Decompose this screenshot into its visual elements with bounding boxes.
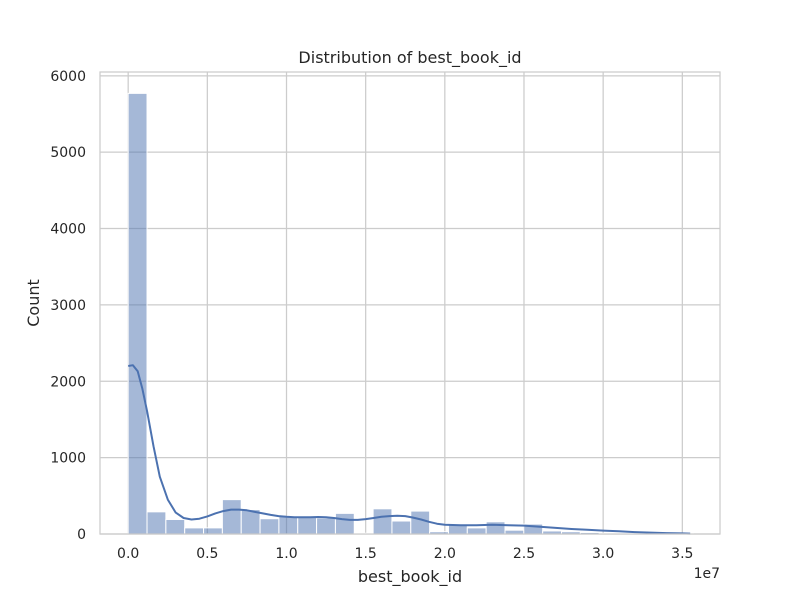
- histogram-bar: [165, 518, 186, 535]
- x-offset-label: 1e7: [694, 566, 720, 582]
- histogram-bar: [372, 508, 393, 535]
- x-tick-labels: 0.0 0.5 1.0 1.5 2.0 2.5 3.0 3.5: [117, 546, 693, 562]
- histogram-bar: [221, 499, 242, 535]
- y-tick-label: 1000: [50, 451, 86, 467]
- histogram-bar: [316, 517, 336, 535]
- histogram-bar: [410, 510, 431, 535]
- histogram-bars: [127, 92, 694, 535]
- x-tick-label: 3.0: [592, 546, 614, 562]
- histogram-bar: [278, 515, 299, 535]
- x-tick-label: 2.5: [513, 546, 535, 562]
- y-tick-label: 2000: [50, 374, 86, 390]
- y-tick-label: 5000: [50, 145, 86, 161]
- histogram-bar: [146, 511, 167, 535]
- x-axis-label: best_book_id: [358, 567, 462, 587]
- y-tick-labels: 0 1000 2000 3000 4000 5000 6000: [50, 69, 86, 543]
- histogram-bar: [447, 524, 468, 535]
- y-tick-label: 0: [77, 527, 86, 543]
- histogram-bar: [259, 518, 280, 535]
- histogram-bar: [334, 512, 355, 535]
- grid-lines: [100, 72, 720, 535]
- x-tick-label: 0.0: [117, 546, 139, 562]
- y-tick-label: 4000: [50, 222, 86, 238]
- histogram-bar: [391, 520, 412, 535]
- x-tick-label: 3.5: [671, 546, 693, 562]
- histogram-bar: [184, 527, 205, 535]
- x-tick-label: 2.0: [434, 546, 456, 562]
- y-tick-label: 3000: [50, 298, 86, 314]
- histogram-bar: [127, 92, 148, 535]
- histogram-bar: [485, 521, 506, 535]
- chart-title: Distribution of best_book_id: [298, 48, 521, 68]
- y-axis-label: Count: [24, 279, 43, 327]
- histogram-bar: [466, 527, 487, 535]
- x-tick-label: 1.5: [355, 546, 377, 562]
- x-tick-label: 1.0: [275, 546, 297, 562]
- plot-frame: [99, 71, 721, 535]
- histogram-bar: [297, 516, 318, 535]
- kde-curve-layer: [128, 364, 691, 535]
- y-tick-label: 6000: [50, 69, 86, 85]
- histogram-bar: [203, 527, 223, 535]
- x-tick-label: 0.5: [196, 546, 218, 562]
- kde-line: [128, 364, 691, 535]
